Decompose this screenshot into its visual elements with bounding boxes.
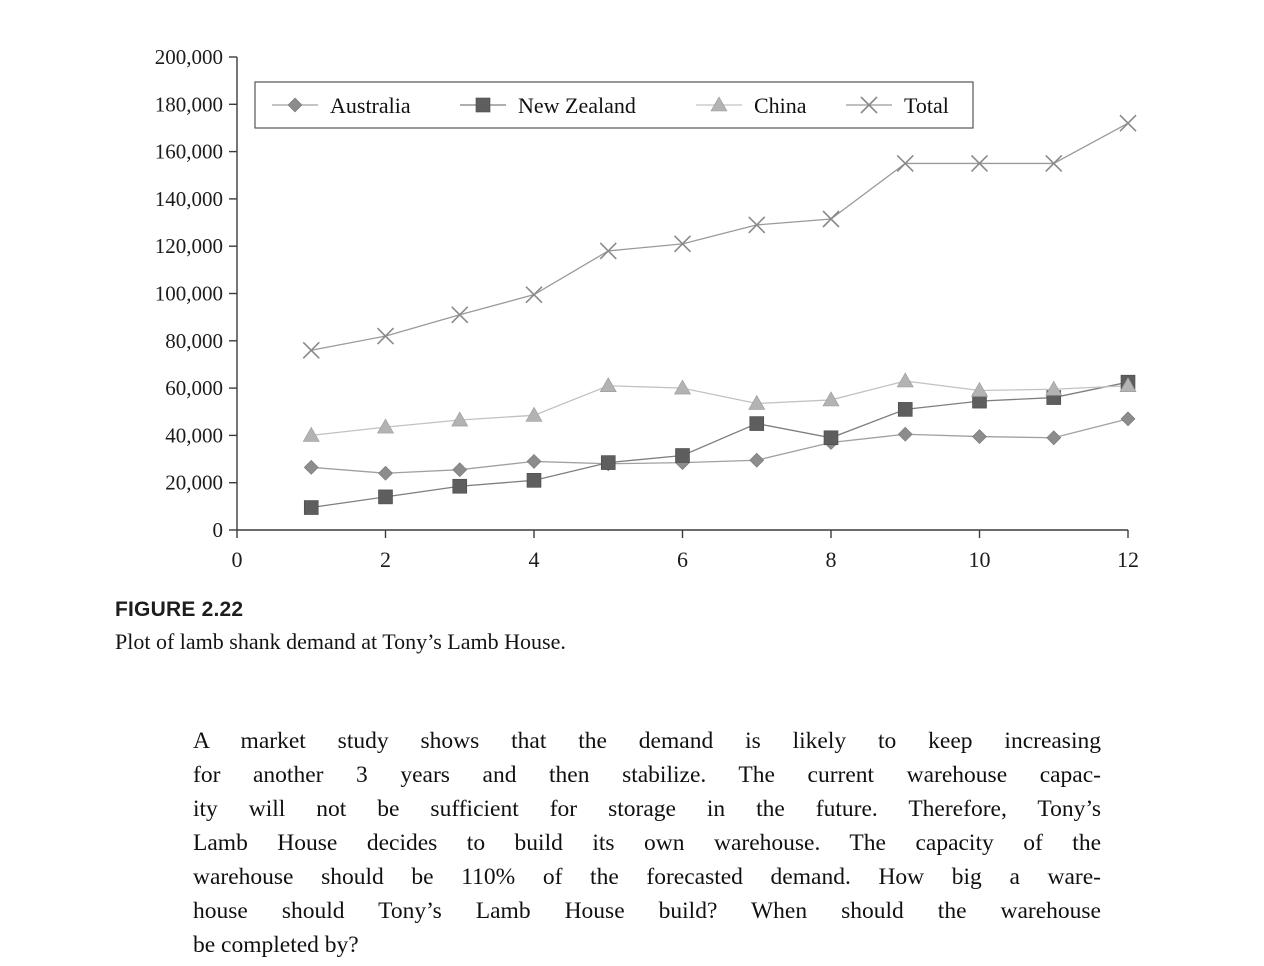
- legend-label-total: Total: [904, 93, 949, 118]
- y-tick-label: 60,000: [165, 376, 223, 400]
- legend-label-australia: Australia: [330, 93, 411, 118]
- paragraph-line: be completed by?: [193, 932, 359, 958]
- y-tick-label: 140,000: [155, 187, 223, 211]
- x-tick-label: 8: [826, 547, 837, 572]
- series-line-china: [311, 380, 1129, 437]
- body-paragraph: A market study shows that the demand is …: [193, 724, 1101, 962]
- paragraph-line: Lamb House decides to build its own ware…: [193, 830, 1101, 856]
- series-markers-china: [302, 372, 1137, 442]
- series-line-total: [311, 122, 1129, 351]
- paragraph-line: A market study shows that the demand is …: [193, 728, 1101, 754]
- paragraph-line: ity will not be sufficient for storage i…: [193, 796, 1101, 822]
- figure-label: FIGURE 2.22: [115, 598, 244, 621]
- x-tick-label: 10: [969, 547, 991, 572]
- paragraph-line: warehouse should be 110% of the forecast…: [193, 864, 1101, 890]
- series-markers-australia: [303, 411, 1136, 481]
- y-tick-label: 0: [213, 518, 224, 542]
- legend-label-new-zealand: New Zealand: [518, 93, 636, 118]
- series-line-new-zealand: [311, 381, 1129, 509]
- x-tick-label: 0: [232, 547, 243, 572]
- series-markers-total: [302, 114, 1137, 359]
- paragraph-line: house should Tony’s Lamb House build? Wh…: [193, 898, 1101, 924]
- y-tick-label: 80,000: [165, 329, 223, 353]
- chart-canvas: 0 20,000 40,000 60,000 80,000 100,000 120,000 1…: [155, 45, 1139, 572]
- y-tick-label: 40,000: [165, 423, 223, 447]
- legend-item-australia: Australia: [272, 93, 411, 118]
- x-tick-label: 12: [1117, 547, 1139, 572]
- x-tick-label: 6: [677, 547, 688, 572]
- legend-label-china: China: [754, 93, 807, 118]
- legend-item-new-zealand: New Zealand: [460, 93, 636, 118]
- series-line-australia: [311, 418, 1129, 474]
- lamb-demand-chart: 0 20,000 40,000 60,000 80,000 100,000 120,000 1…: [155, 45, 1139, 572]
- x-tick-label: 2: [380, 547, 391, 572]
- y-tick-label: 20,000: [165, 471, 223, 495]
- y-tick-label: 120,000: [155, 234, 223, 258]
- y-tick-label: 200,000: [155, 45, 223, 69]
- y-tick-label: 100,000: [155, 282, 223, 306]
- x-tick-label: 4: [529, 547, 540, 572]
- y-tick-label: 160,000: [155, 140, 223, 164]
- figure-caption: Plot of lamb shank demand at Tony’s Lamb…: [115, 629, 566, 654]
- paragraph-line: for another 3 years and then stabilize. …: [193, 762, 1101, 788]
- legend: Australia New Zealand China Total: [254, 81, 974, 129]
- y-tick-label: 180,000: [155, 92, 223, 116]
- legend-item-china: China: [696, 93, 807, 118]
- legend-item-total: Total: [846, 93, 949, 118]
